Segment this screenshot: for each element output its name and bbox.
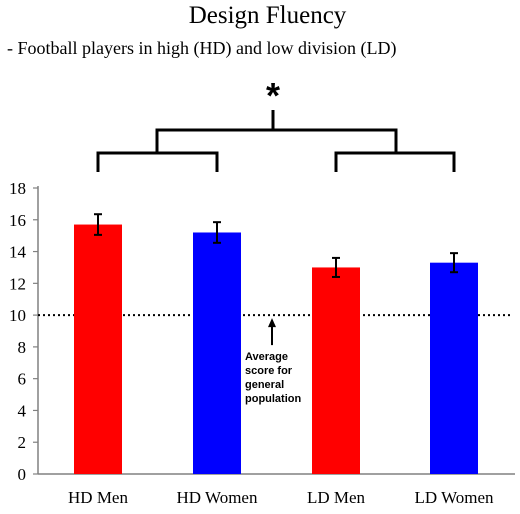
- x-category-label: LD Men: [307, 488, 366, 507]
- y-tick-label: 4: [18, 401, 27, 420]
- error-bar: [213, 221, 221, 244]
- category-labels: HD Men HD Women LD Men LD Women: [68, 488, 494, 507]
- x-category-label: HD Women: [177, 488, 258, 507]
- y-tick-label: 6: [18, 370, 27, 389]
- bar: [430, 262, 478, 474]
- error-bar: [450, 252, 458, 274]
- bar: [193, 232, 241, 474]
- y-tick-label: 2: [18, 433, 27, 452]
- y-tick-label: 14: [9, 243, 27, 262]
- reference-annotation-line: general: [245, 379, 284, 391]
- bar: [74, 224, 122, 474]
- error-bar: [332, 256, 340, 278]
- x-category-label: LD Women: [414, 488, 494, 507]
- significance-star: *: [266, 75, 280, 116]
- reference-annotation-line: Average: [245, 351, 288, 363]
- y-tick-label: 18: [9, 179, 26, 198]
- bracket-hd: [96, 151, 219, 172]
- significance-brackets: *: [96, 75, 456, 172]
- x-category-label: HD Men: [68, 488, 128, 507]
- bars: [74, 213, 478, 474]
- y-tick-label: 12: [9, 274, 26, 293]
- chart-title: Design Fluency: [188, 2, 347, 29]
- y-tick-label: 8: [18, 338, 27, 357]
- y-tick-label: 16: [9, 211, 26, 230]
- reference-annotation-line: score for: [245, 365, 293, 377]
- reference-annotation-line: population: [245, 393, 301, 405]
- error-bar: [94, 213, 102, 236]
- arrow-head: [268, 318, 276, 328]
- y-tick-label: 10: [9, 306, 26, 325]
- bracket-top: [155, 128, 398, 153]
- chart-subtitle: - Football players in high (HD) and low …: [7, 38, 397, 58]
- y-tick-label: 0: [18, 465, 27, 484]
- bracket-ld: [334, 151, 456, 172]
- bar: [312, 267, 360, 474]
